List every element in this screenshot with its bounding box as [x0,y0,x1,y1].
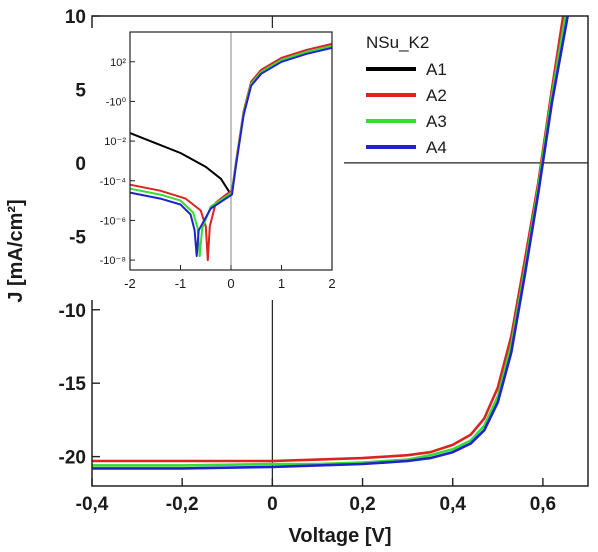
inset-y-tick-label: -10⁻⁸ [100,255,126,267]
inset-series-A4 [129,46,333,258]
legend-label-A3: A3 [426,112,447,131]
inset-series-A3 [129,44,333,258]
legend-label-A1: A1 [426,60,447,79]
x-tick-label: 0,2 [349,494,375,515]
inset-y-tick-label: 10⁻² [104,136,126,148]
y-tick-label: -20 [59,448,86,469]
y-tick-label: 5 [75,80,86,101]
x-axis-title: Voltage [V] [289,525,392,547]
inset-plot: -2 -1 0 1 2 10² -10⁰ 10⁻² -10⁻⁴ -10⁻⁶ -10⁻⁸ [86,28,344,300]
inset-x-tick-label: 2 [328,276,335,291]
y-tick-label: -5 [69,227,86,248]
legend-label-A2: A2 [426,86,447,105]
inset-background [86,28,344,300]
inset-x-tick-label: 1 [278,276,285,291]
legend-label-A4: A4 [426,138,447,157]
x-tick-label: -0,4 [76,494,109,515]
y-tick-label: -15 [59,374,87,395]
x-tick-label: -0,2 [166,494,199,515]
inset-y-tick-label: -10⁰ [106,96,127,108]
main-series-group [92,15,569,470]
y-axis-title: J [mA/cm²] [5,199,27,302]
x-tick-label: 0 [267,494,278,515]
y-tick-label: 0 [75,154,86,175]
inset-x-tick-label: 0 [227,276,234,291]
main-series-A4 [92,15,569,470]
inset-y-tick-label: -10⁻⁴ [100,176,127,188]
legend: NSu_K2 A1 A2 A3 A4 [356,28,478,160]
inset-y-tick-label: -10⁻⁶ [100,215,126,227]
inset-y-tick-label: 10² [110,57,126,69]
inset-series-group [129,42,333,262]
inset-series-A1 [129,132,232,196]
legend-title: NSu_K2 [366,33,429,52]
inset-x-tick-label: -2 [124,276,136,291]
x-tick-label: 0,6 [530,494,556,515]
inset-x-tick-label: -1 [175,276,187,291]
y-tick-label: -10 [59,301,86,322]
inset-ticks: -2 -1 0 1 2 10² -10⁰ 10⁻² -10⁻⁴ -10⁻⁶ -10⁻⁸ [100,57,336,291]
legend-items: A1 A2 A3 A4 [366,60,447,157]
x-tick-label: 0,4 [440,494,467,515]
y-tick-label: 10 [65,7,86,28]
inset-series-A2 [129,42,333,262]
